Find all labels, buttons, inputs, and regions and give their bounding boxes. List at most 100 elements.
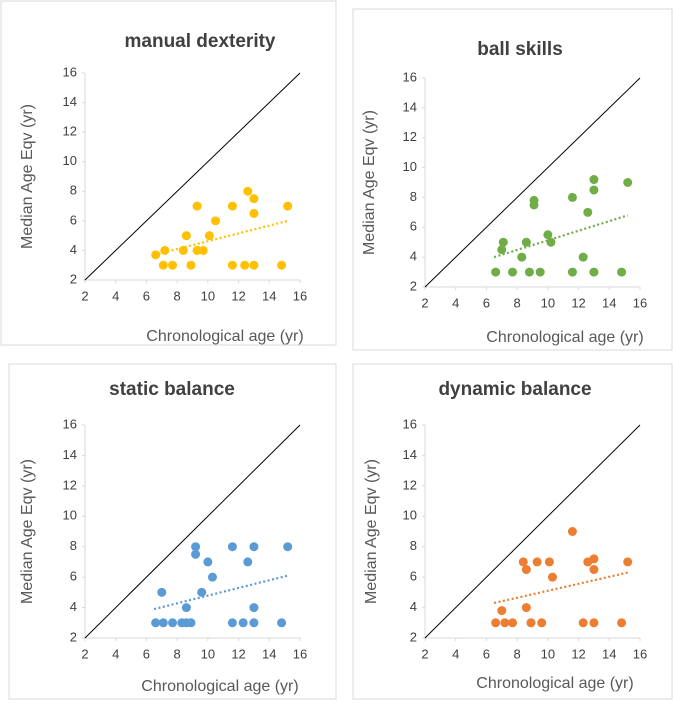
x-tick-label: 8 xyxy=(174,288,181,303)
point xyxy=(508,618,518,628)
point xyxy=(191,549,201,559)
point xyxy=(178,245,188,255)
point xyxy=(500,618,510,628)
point xyxy=(283,201,293,211)
y-tick-label: 10 xyxy=(403,159,417,174)
point xyxy=(583,207,593,217)
point xyxy=(181,603,191,613)
point xyxy=(227,542,237,552)
y-tick-label: 12 xyxy=(63,477,77,492)
point xyxy=(186,618,196,628)
y-tick-label: 2 xyxy=(410,629,417,644)
y-tick-label: 6 xyxy=(70,212,77,227)
point xyxy=(158,260,168,270)
point xyxy=(168,618,178,628)
y-tick-label: 16 xyxy=(63,416,77,431)
x-tick-label: 10 xyxy=(201,288,215,303)
x-tick-label: 12 xyxy=(231,646,245,661)
point xyxy=(151,250,161,260)
x-tick-label: 6 xyxy=(483,295,490,310)
point xyxy=(249,194,259,204)
y-axis-label: Median Age Eqv (yr) xyxy=(19,459,36,604)
identity-line xyxy=(424,424,641,639)
y-tick-label: 12 xyxy=(403,129,417,144)
point xyxy=(491,267,501,277)
y-tick-label: 10 xyxy=(63,508,77,523)
point xyxy=(227,201,237,211)
y-tick-label: 14 xyxy=(63,447,77,462)
point xyxy=(535,267,545,277)
y-axis-label: Median Age Eqv (yr) xyxy=(363,459,380,604)
chart-panel: manual dexterity 2 4 6 8 10 12 14 16 2 4 6 8 10 12 14 16… xyxy=(0,0,337,346)
x-tick-label: 12 xyxy=(231,288,245,303)
point xyxy=(227,260,237,270)
point xyxy=(249,618,259,628)
point xyxy=(243,186,253,196)
x-tick-label: 10 xyxy=(541,646,555,661)
y-tick-label: 14 xyxy=(403,447,417,462)
y-tick-label: 16 xyxy=(403,416,417,431)
x-tick-label: 12 xyxy=(571,295,585,310)
y-tick-label: 14 xyxy=(63,94,77,109)
point xyxy=(491,618,501,628)
point xyxy=(192,201,202,211)
point xyxy=(227,618,237,628)
point xyxy=(249,208,259,218)
x-axis-label: Chronological age (yr) xyxy=(476,675,633,692)
point xyxy=(567,267,577,277)
point xyxy=(589,554,599,564)
y-tick-label: 10 xyxy=(403,508,417,523)
chart-panel: ball skills 2 4 6 8 10 12 14 16 2 4 6 8 10 12 14 16 Chron… xyxy=(352,8,673,351)
x-tick-label: 14 xyxy=(262,288,276,303)
point xyxy=(197,587,207,597)
y-tick-label: 4 xyxy=(410,249,417,264)
x-tick-label: 4 xyxy=(452,295,459,310)
panel-border xyxy=(352,8,673,351)
point xyxy=(151,618,161,628)
point xyxy=(529,200,539,210)
x-tick-label: 2 xyxy=(81,646,88,661)
y-tick-label: 6 xyxy=(410,569,417,584)
point xyxy=(249,542,259,552)
y-tick-label: 4 xyxy=(70,242,77,257)
point xyxy=(168,260,178,270)
point xyxy=(277,618,287,628)
point xyxy=(543,230,553,240)
x-tick-label: 14 xyxy=(602,646,616,661)
chart-panel: static balance 2 4 6 8 10 12 14 16 2 4 6 8 10 12 14 16 Ch… xyxy=(8,363,337,700)
point xyxy=(207,572,217,582)
point xyxy=(277,260,287,270)
x-tick-label: 16 xyxy=(293,288,307,303)
trend-line xyxy=(493,571,628,605)
x-tick-label: 10 xyxy=(541,295,555,310)
point xyxy=(157,587,167,597)
x-tick-label: 6 xyxy=(143,288,150,303)
panel-border xyxy=(352,363,673,700)
y-tick-label: 8 xyxy=(70,538,77,553)
point xyxy=(521,603,531,613)
x-axis-label: Chronological age (yr) xyxy=(486,329,643,346)
y-tick-label: 2 xyxy=(70,629,77,644)
x-tick-label: 8 xyxy=(514,295,521,310)
x-tick-label: 10 xyxy=(201,646,215,661)
point xyxy=(508,267,518,277)
point xyxy=(617,618,627,628)
x-tick-label: 4 xyxy=(112,646,119,661)
point xyxy=(498,237,508,247)
point xyxy=(578,618,588,628)
x-tick-label: 16 xyxy=(293,646,307,661)
chart-title: dynamic balance xyxy=(438,379,591,400)
y-tick-label: 10 xyxy=(63,153,77,168)
point xyxy=(567,192,577,202)
point xyxy=(623,178,633,187)
point xyxy=(517,252,527,262)
point xyxy=(240,260,250,270)
point xyxy=(537,618,547,628)
y-tick-label: 12 xyxy=(403,477,417,492)
x-tick-label: 14 xyxy=(602,295,616,310)
trend-line xyxy=(493,214,629,259)
identity-line xyxy=(84,424,301,639)
y-tick-label: 4 xyxy=(70,599,77,614)
